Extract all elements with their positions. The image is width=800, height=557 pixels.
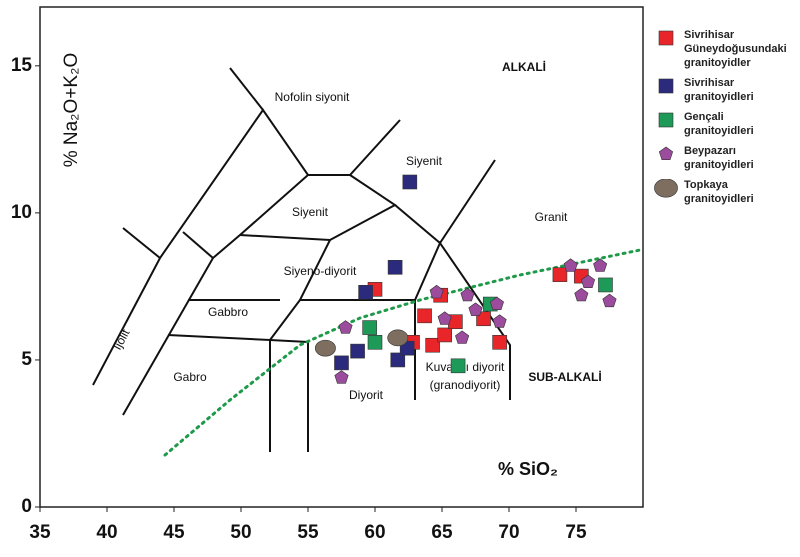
series (334, 174, 418, 371)
point (602, 293, 617, 308)
point (367, 334, 383, 350)
legend-swatch (658, 146, 674, 160)
marker (658, 112, 674, 128)
point (417, 308, 432, 324)
plot-frame (39, 6, 644, 508)
x-tick-label: 60 (364, 522, 385, 543)
field-labels: Nofolin siyonit ALKALİ Siyenit Siyenit G… (110, 59, 602, 402)
legend-item: Sivrihisar granitoyidleri (652, 76, 797, 104)
field-boundaries (92, 67, 511, 452)
y-tick-label: 10 (11, 202, 32, 223)
x-tick-label: 75 (565, 522, 587, 543)
point (598, 277, 613, 293)
field-label: Granit (535, 210, 568, 224)
alkali-divider (163, 248, 642, 457)
point (334, 370, 349, 384)
point (489, 296, 504, 311)
point (468, 302, 483, 316)
field-label: Gabro (173, 370, 207, 384)
field-label: Ijolit (110, 326, 133, 352)
point (492, 334, 507, 350)
legend-label: Beypazarı granitoyidleri (684, 145, 754, 171)
legend-swatch (658, 112, 674, 128)
series (334, 258, 617, 384)
marker (658, 78, 674, 94)
legend-item: Beypazarı granitoyidleri (652, 144, 797, 172)
point (390, 352, 406, 368)
point (552, 267, 568, 282)
legend-label: Topkaya granitoyidleri (684, 179, 754, 205)
field-label: Siyenit (292, 205, 329, 219)
legend-item: Gençali granitoyidleri (652, 110, 797, 138)
x-tick-label: 70 (498, 522, 519, 543)
x-tick-label: 40 (96, 522, 117, 543)
point (425, 337, 440, 353)
legend-swatch (654, 179, 678, 198)
marker (658, 30, 674, 46)
chart: Nofolin siyonit ALKALİ Siyenit Siyenit G… (11, 6, 644, 543)
point (563, 258, 578, 272)
point (593, 258, 608, 272)
point (476, 311, 491, 327)
marker (654, 179, 678, 198)
point (581, 274, 596, 289)
x-tick-label: 45 (163, 522, 185, 543)
x-tick-label: 55 (297, 522, 319, 543)
point (429, 284, 444, 299)
legend-swatch (658, 78, 674, 94)
point (402, 174, 418, 190)
legend-swatch (658, 30, 674, 46)
field-label: ALKALİ (502, 59, 546, 74)
x-tick-label: 50 (230, 522, 251, 543)
point (314, 339, 336, 357)
series (314, 329, 409, 357)
field-label: Siyenit (406, 154, 443, 168)
marker (658, 146, 674, 160)
field-label: (granodiyorit) (430, 378, 501, 392)
point (334, 355, 349, 371)
point (362, 320, 377, 335)
field-label: Diyorit (349, 388, 384, 402)
point (450, 358, 466, 374)
field-label: Siyeno-diyorit (284, 264, 357, 278)
legend-label: Gençali granitoyidleri (684, 111, 754, 137)
legend-item: Sivrihisar Güneydoğusundaki granitoyidle… (652, 28, 797, 70)
y-tick-label: 5 (21, 349, 32, 370)
legend: Sivrihisar Güneydoğusundaki granitoyidle… (652, 28, 797, 212)
point (437, 311, 452, 325)
x-axis-label: % SiO₂ (498, 459, 558, 479)
y-tick-label: 15 (11, 55, 33, 76)
point (574, 287, 589, 302)
point (460, 287, 475, 302)
legend-item: Topkaya granitoyidleri (652, 178, 797, 206)
field-label: SUB-ALKALİ (528, 369, 601, 384)
field-label: Nofolin siyonit (275, 90, 350, 104)
point (437, 327, 452, 343)
point (387, 259, 403, 275)
point (338, 320, 353, 334)
field-label: Gabbro (208, 305, 248, 319)
legend-label: Sivrihisar granitoyidleri (684, 77, 754, 103)
point (455, 330, 470, 344)
point (387, 329, 409, 347)
point (492, 314, 507, 328)
point (358, 284, 373, 300)
legend-label: Sivrihisar Güneydoğusundaki granitoyidle… (684, 29, 787, 69)
y-tick-label: 0 (21, 496, 32, 517)
y-axis-label: % Na₂O+K₂O (61, 53, 82, 168)
x-tick-label: 65 (431, 522, 453, 543)
x-tick-label: 35 (29, 522, 51, 543)
point (350, 343, 365, 359)
